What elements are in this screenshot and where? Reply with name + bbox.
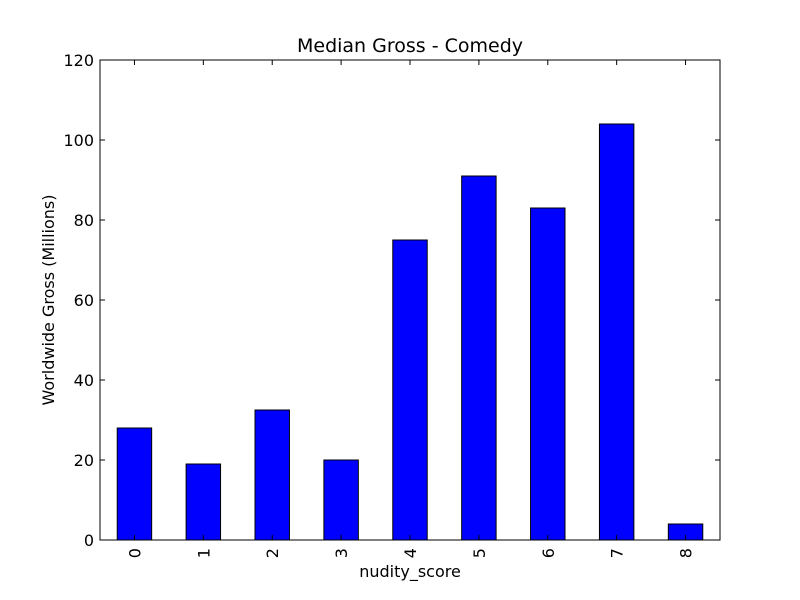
x-axis-label: nudity_score	[359, 562, 461, 582]
bar-1	[185, 463, 222, 541]
bar-4	[392, 239, 428, 541]
y-tick-label-100: 100	[63, 131, 94, 150]
y-tick-label-0: 0	[84, 531, 94, 550]
y-tick-label-20: 20	[74, 451, 94, 470]
bar-3	[323, 459, 359, 541]
plot-area: 0 20 40 60 80 100 120 0 1 2 3 4 5 6 7 8	[63, 51, 721, 558]
bar-2	[254, 409, 290, 541]
bar-0	[116, 427, 153, 541]
x-tick-label-4: 4	[401, 548, 420, 558]
x-tick-label-3: 3	[332, 548, 351, 558]
x-tick-label-5: 5	[470, 548, 489, 558]
y-tick-label-40: 40	[74, 371, 94, 390]
y-axis-label: Worldwide Gross (Millions)	[39, 195, 58, 406]
x-tick-label-7: 7	[608, 548, 627, 558]
y-tick-label-120: 120	[63, 51, 94, 70]
bar-6	[530, 207, 566, 541]
y-tick-label-80: 80	[74, 211, 94, 230]
y-tick-label-60: 60	[74, 291, 94, 310]
chart-title: Median Gross - Comedy	[297, 35, 523, 57]
bar-5	[461, 175, 497, 541]
x-tick-label-1: 1	[194, 548, 213, 558]
x-tick-label-0: 0	[125, 548, 144, 558]
bar-7	[598, 123, 635, 541]
x-tick-label-6: 6	[539, 548, 558, 558]
x-tick-label-2: 2	[263, 548, 282, 558]
x-tick-label-8: 8	[677, 548, 696, 558]
